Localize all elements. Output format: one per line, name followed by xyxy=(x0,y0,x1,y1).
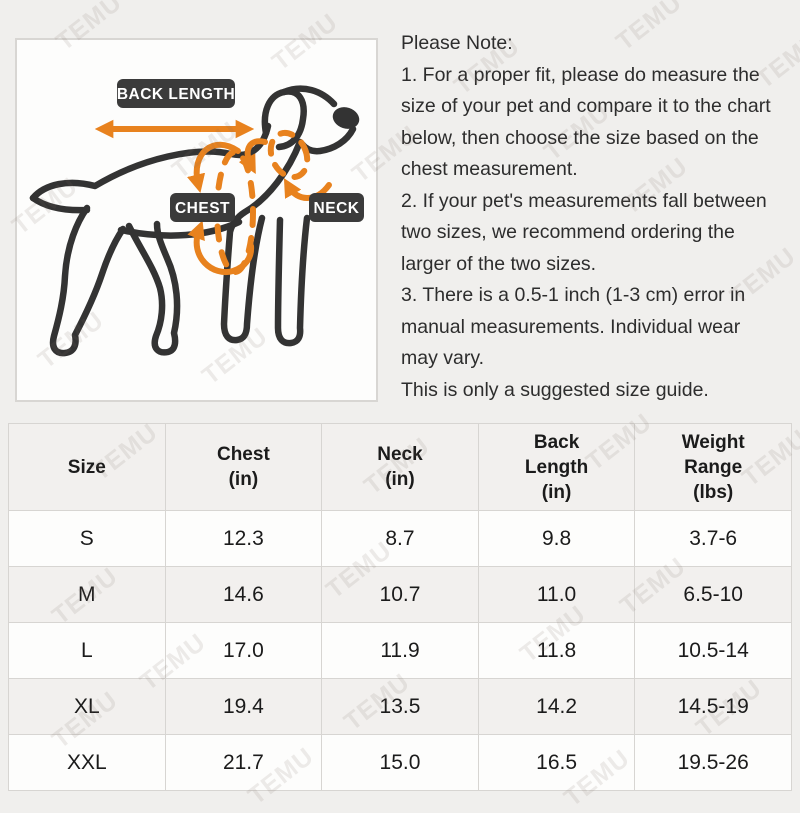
cell-chest: 21.7 xyxy=(164,734,323,791)
header-line: Back xyxy=(533,431,580,453)
note-line: chest measurement. xyxy=(401,158,578,180)
note-line: may vary. xyxy=(401,347,485,369)
column-header-neck: Neck (in) xyxy=(321,423,479,511)
chest-top-arrow xyxy=(187,141,241,193)
note-line: below, then choose the size based on the xyxy=(401,126,759,149)
neck-measure-ellipse xyxy=(267,129,311,181)
header-line: (in) xyxy=(228,469,259,490)
dog-nose xyxy=(332,107,360,129)
cell-neck: 15.0 xyxy=(321,734,479,791)
notes-block: Please Note: 1. For a proper fit, please… xyxy=(401,28,783,406)
header-line: Chest xyxy=(216,444,270,465)
cell-size: M xyxy=(8,566,166,623)
note-line: size of your pet and compare it to the c… xyxy=(401,95,771,117)
note-line: manual measurements. Individual wear xyxy=(401,315,741,338)
cell-weight: 6.5-10 xyxy=(634,566,792,623)
header-line: Size xyxy=(67,456,106,478)
note-line: 2. If your pet's measurements fall betwe… xyxy=(401,189,767,212)
back-length-badge: BACK LENGTH xyxy=(117,79,235,108)
back-length-badge-label: BACK LENGTH xyxy=(117,86,235,103)
neck-badge: NECK xyxy=(309,193,364,222)
cell-chest: 17.0 xyxy=(164,622,323,679)
chest-badge-label: CHEST xyxy=(175,200,230,217)
column-header-weight-range: Weight Range (lbs) xyxy=(634,423,792,511)
cell-back-length: 9.8 xyxy=(477,510,636,567)
cell-back-length: 14.2 xyxy=(477,678,636,735)
table-header-row: Size Chest (in) Neck (in) Back Length (i… xyxy=(8,423,792,511)
cell-neck: 8.7 xyxy=(321,510,479,567)
note-line: two sizes, we recommend ordering the xyxy=(401,221,735,243)
dog-outline xyxy=(29,85,357,357)
cell-chest: 14.6 xyxy=(164,566,323,623)
cell-chest: 12.3 xyxy=(164,510,323,567)
table-row-s: S 12.3 8.7 9.8 3.7-6 xyxy=(8,510,792,567)
dog-diagram-svg: BACK LENGTH CHEST NECK xyxy=(29,79,364,357)
cell-weight: 3.7-6 xyxy=(634,510,792,567)
cell-back-length: 16.5 xyxy=(477,734,636,791)
dog-measurement-diagram: BACK LENGTH CHEST NECK xyxy=(15,38,378,402)
cell-neck: 13.5 xyxy=(321,678,479,735)
header-line: Length xyxy=(524,456,589,478)
neck-badge-label: NECK xyxy=(314,200,360,217)
cell-neck: 10.7 xyxy=(321,566,479,623)
cell-size: XL xyxy=(8,678,166,735)
cell-weight: 14.5-19 xyxy=(634,678,792,735)
cell-back-length: 11.0 xyxy=(477,566,636,623)
table-row-m: M 14.6 10.7 11.0 6.5-10 xyxy=(8,566,792,623)
header-line: (lbs) xyxy=(693,481,734,503)
chest-badge: CHEST xyxy=(170,193,235,222)
neck-top-arrow xyxy=(238,138,268,175)
table-row-xl: XL 19.4 13.5 14.2 14.5-19 xyxy=(8,678,792,735)
column-header-chest: Chest (in) xyxy=(164,423,323,511)
cell-weight: 10.5-14 xyxy=(634,622,792,679)
note-line: larger of the two sizes. xyxy=(401,252,597,275)
column-header-size: Size xyxy=(8,423,166,511)
note-line: 3. There is a 0.5-1 inch (1-3 cm) error … xyxy=(401,284,746,306)
header-line: Range xyxy=(684,456,743,478)
header-line: (in) xyxy=(541,481,572,503)
cell-weight: 19.5-26 xyxy=(634,734,792,791)
notes-title: Please Note: xyxy=(401,32,513,54)
note-line: 1. For a proper fit, please do measure t… xyxy=(401,63,760,86)
cell-back-length: 11.8 xyxy=(477,622,636,679)
cell-size: L xyxy=(8,622,166,679)
cell-size: S xyxy=(8,510,166,567)
header-line: Neck xyxy=(377,444,423,465)
chest-bottom-arrow xyxy=(187,220,255,276)
header-line: Weight xyxy=(681,431,745,453)
cell-size: XXL xyxy=(8,734,166,791)
cell-neck: 11.9 xyxy=(321,622,479,679)
size-chart-table: Size Chest (in) Neck (in) Back Length (i… xyxy=(8,423,792,791)
table-row-l: L 17.0 11.9 11.8 10.5-14 xyxy=(8,622,792,679)
neck-bottom-arrow xyxy=(283,178,332,201)
column-header-back-length: Back Length (in) xyxy=(477,423,636,511)
note-line: This is only a suggested size guide. xyxy=(401,378,709,401)
table-row-xxl: XXL 21.7 15.0 16.5 19.5-26 xyxy=(8,734,792,791)
cell-chest: 19.4 xyxy=(164,678,323,735)
header-line: (in) xyxy=(385,469,415,490)
